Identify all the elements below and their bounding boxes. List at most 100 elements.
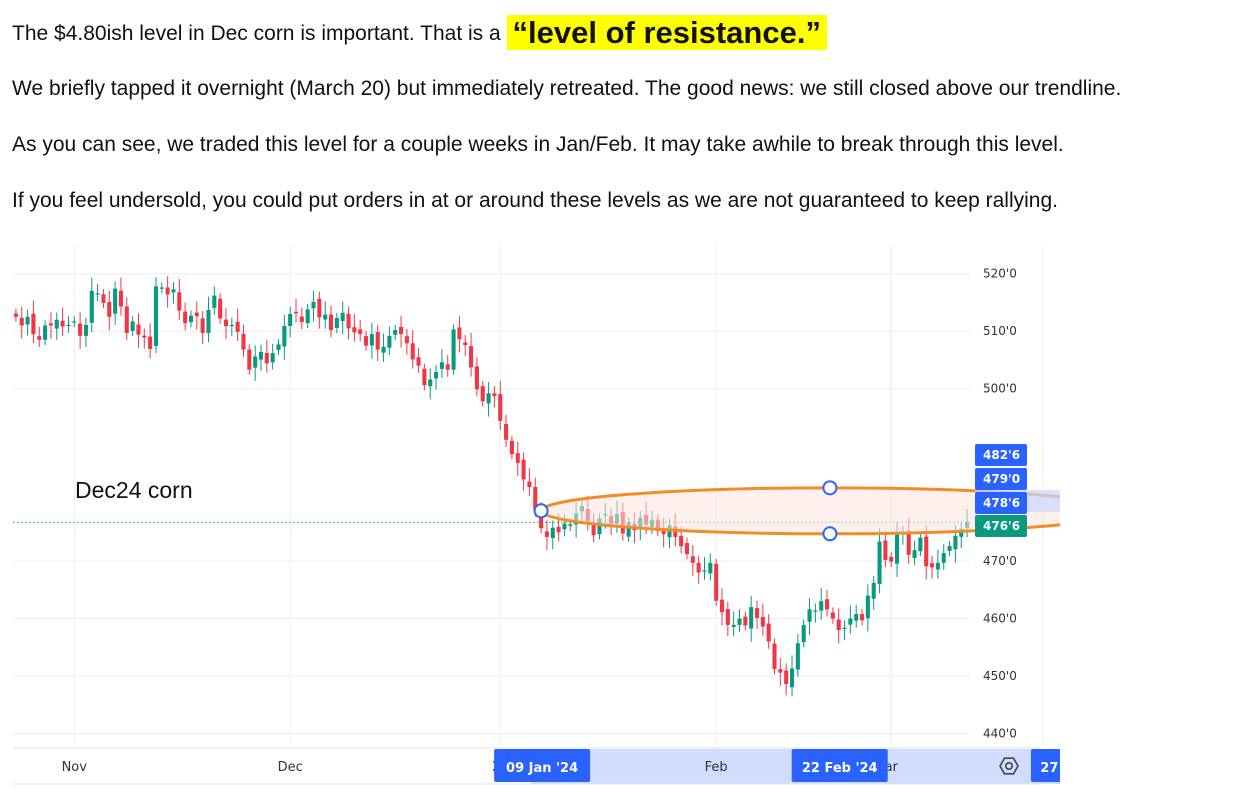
x-tick-label: Dec [278,760,303,775]
candle-body [719,599,725,613]
candle-body [661,529,666,535]
candle-body [457,327,462,340]
candle-body [824,599,830,610]
candle-body [591,522,596,536]
candle-body [346,313,351,329]
zone-handle[interactable] [822,480,838,496]
date-badge-label: 22 Feb '24 [802,761,878,776]
candle-body [19,317,24,326]
candle-body [25,316,30,325]
candle-body [679,535,684,547]
candle-body [124,306,129,333]
candle-body [778,669,783,673]
candle-body [550,527,555,538]
candle-body [754,608,760,618]
candle-body [188,315,194,323]
gear-center [1004,761,1014,771]
candle-body [509,440,514,455]
candle-body [101,294,106,304]
candle-body [404,336,409,344]
candle-body [422,368,427,386]
candle-body [323,314,328,320]
candle-body [369,334,374,346]
candle-body [731,624,736,627]
y-tick-label: 460'0 [983,612,1017,626]
candle-body [43,325,48,340]
y-tick-label: 440'0 [983,727,1017,741]
candle-body [258,351,264,360]
candle-body [941,553,946,563]
candle-body [183,311,188,324]
highlighted-phrase: “level of resistance.” [506,15,827,50]
candle-body [498,394,503,421]
candle-body [492,393,497,397]
candle-body [48,323,53,326]
y-tick-label: 520'0 [983,267,1017,281]
intro-text: The $4.80ish level in Dec corn is import… [12,22,507,45]
candle-body [743,616,748,626]
candle-body [813,610,818,612]
y-tick-label: 450'0 [983,669,1017,683]
candle-body [328,314,334,331]
candle-body [177,292,182,311]
candle-body [229,324,234,327]
candle-body [854,613,859,621]
y-tick-label: 510'0 [983,324,1017,338]
candle-body [766,623,771,642]
candle-body [253,356,258,368]
candle-body [690,556,695,563]
y-tick-label: 500'0 [983,382,1017,396]
price-badge-label: 478'6 [983,496,1020,510]
candle-body [772,643,777,670]
candle-body [288,313,293,327]
candle-body [842,627,847,630]
chart-svg[interactable]: Dec24 corn 520'0 510'0 500'0 470'0 460'0 450'0… [0,240,1060,788]
candle-body [381,346,386,353]
candle-body [66,324,71,327]
candle-body [953,535,958,550]
candle-body [293,311,299,314]
date-badge-label: 09 Jan '24 [506,761,578,776]
chart-annotation: Dec24 corn [75,477,193,503]
price-badge [975,468,1027,490]
candle-body [194,312,199,317]
candle-body [684,543,690,555]
candle-body [358,329,363,335]
candle-body [597,518,602,535]
corn-chart[interactable]: Dec24 corn 520'0 510'0 500'0 470'0 460'0 450'0… [0,240,1060,788]
candle-body [795,643,800,670]
candle-body [789,668,795,688]
candle-body [206,309,211,333]
x-tick-label: ar [885,760,899,775]
zone-handle[interactable] [822,526,838,542]
candle-body [912,550,917,558]
candle-body [947,546,952,551]
candle-body [445,364,450,370]
candle-body [299,316,304,323]
candle-body [113,288,118,314]
candle-body [270,353,275,363]
candle-body [469,346,474,368]
price-badge [975,515,1027,537]
candle-body [89,290,94,323]
candle-body [317,298,322,318]
paragraph-orders: If you feel undersold, you could put ord… [12,189,1058,212]
paragraph-traded: As you can see, we traded this level for… [12,133,1064,156]
candle-body [544,531,549,537]
candle-body [895,533,900,564]
y-tick-label: 470'0 [983,554,1017,568]
candle-body [760,616,765,627]
candle-body [95,293,100,295]
date-badge [791,749,888,782]
candle-body [218,298,223,319]
candle-body [906,530,911,555]
candle-body [142,335,147,338]
gear-icon[interactable] [999,757,1019,775]
price-badge [975,492,1027,514]
candle-body [334,317,339,328]
candle-body [387,335,392,348]
candle-body [474,366,479,390]
candle-body [830,612,835,619]
zone-handle[interactable] [533,503,549,519]
date-badge [1030,749,1060,782]
